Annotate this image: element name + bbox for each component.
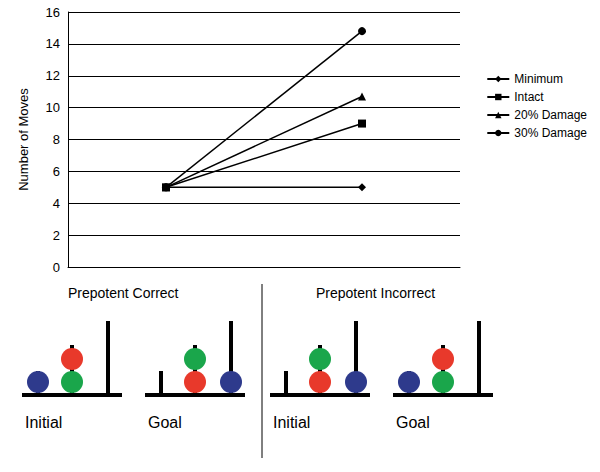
svg-text:Goal: Goal [148,414,182,431]
svg-text:16: 16 [46,5,60,20]
svg-text:Intact: Intact [514,90,544,104]
svg-text:Initial: Initial [25,414,62,431]
svg-text:20% Damage: 20% Damage [514,108,587,122]
svg-text:Number of Moves: Number of Moves [16,88,31,191]
svg-text:10: 10 [46,100,60,115]
svg-text:2: 2 [53,228,60,243]
svg-text:14: 14 [46,36,60,51]
svg-text:4: 4 [53,196,60,211]
svg-text:Initial: Initial [273,414,310,431]
svg-text:Prepotent Incorrect: Prepotent Incorrect [316,285,435,301]
svg-text:6: 6 [53,164,60,179]
svg-text:Goal: Goal [396,414,430,431]
svg-text:Prepotent Correct: Prepotent Correct [68,285,179,301]
svg-text:8: 8 [53,132,60,147]
svg-text:0: 0 [53,260,60,275]
svg-text:Minimum: Minimum [514,72,563,86]
svg-text:12: 12 [46,68,60,83]
svg-text:30% Damage: 30% Damage [514,126,587,140]
